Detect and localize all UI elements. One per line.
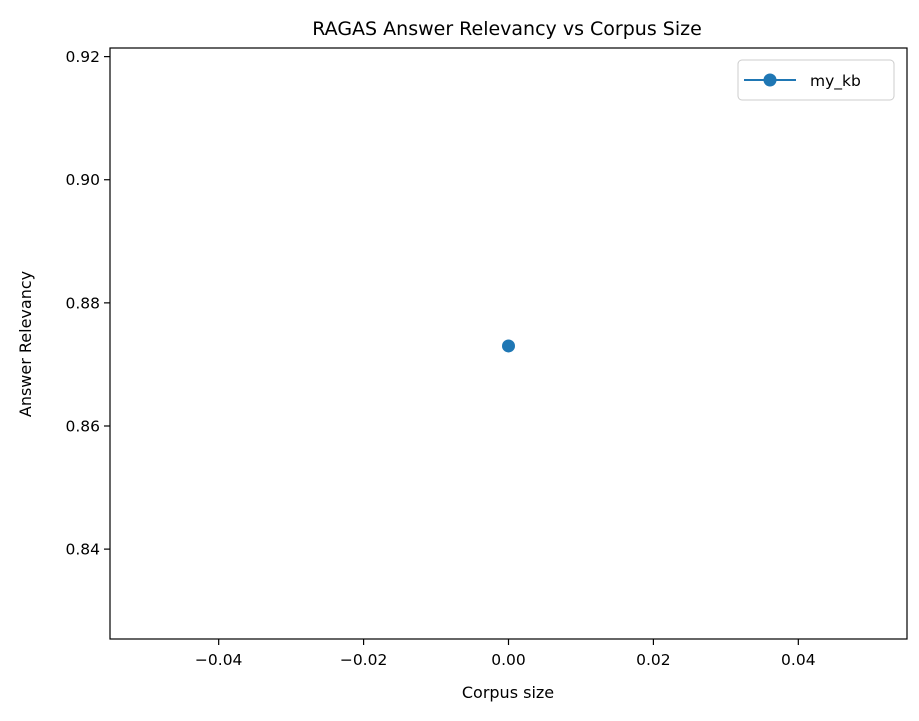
y-axis: 0.84 0.86 0.88 0.90 0.92 (65, 48, 110, 559)
x-axis-label: Corpus size (462, 683, 554, 702)
x-tick-label: −0.02 (340, 651, 388, 669)
y-tick-label: 0.88 (65, 294, 100, 312)
x-tick-label: −0.04 (195, 651, 243, 669)
legend: my_kb (737, 59, 895, 101)
x-tick-label: 0.04 (781, 651, 816, 669)
y-tick-label: 0.92 (65, 48, 100, 66)
y-tick-label: 0.90 (65, 171, 100, 189)
y-axis-label: Answer Relevancy (16, 271, 35, 417)
plot-frame (109, 47, 908, 640)
series-layer (502, 339, 515, 353)
y-tick-label: 0.86 (65, 417, 100, 435)
x-tick-label: 0.00 (491, 651, 526, 669)
legend-box (737, 59, 895, 101)
chart-title: RAGAS Answer Relevancy vs Corpus Size (312, 18, 702, 40)
x-tick-label: 0.02 (636, 651, 671, 669)
legend-label-my-kb: my_kb (810, 72, 861, 91)
x-axis: −0.04 −0.02 0.00 0.02 0.04 (195, 639, 816, 669)
y-tick-label: 0.84 (65, 541, 100, 559)
legend-marker-sample (763, 73, 777, 87)
data-point (502, 339, 515, 353)
